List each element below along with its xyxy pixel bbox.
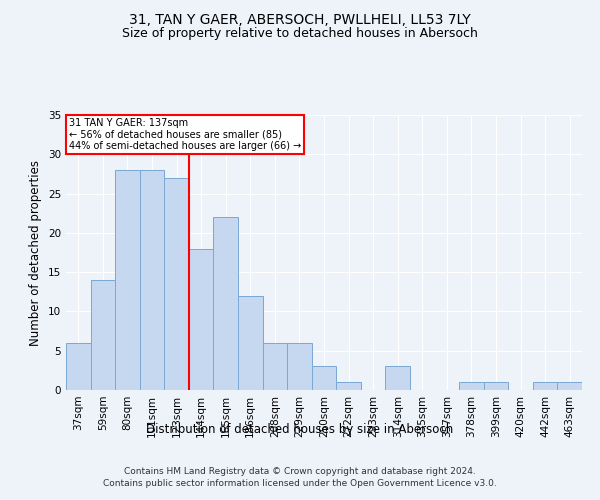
Bar <box>164 178 189 390</box>
Bar <box>214 217 238 390</box>
Text: Contains HM Land Registry data © Crown copyright and database right 2024.
Contai: Contains HM Land Registry data © Crown c… <box>103 468 497 488</box>
Bar <box>484 382 508 390</box>
Text: Size of property relative to detached houses in Abersoch: Size of property relative to detached ho… <box>122 28 478 40</box>
Bar <box>459 382 484 390</box>
Bar <box>385 366 410 390</box>
Bar <box>533 382 557 390</box>
Bar <box>312 366 336 390</box>
Bar <box>557 382 582 390</box>
Bar <box>189 248 214 390</box>
Bar <box>336 382 361 390</box>
Text: 31, TAN Y GAER, ABERSOCH, PWLLHELI, LL53 7LY: 31, TAN Y GAER, ABERSOCH, PWLLHELI, LL53… <box>129 12 471 26</box>
Text: 31 TAN Y GAER: 137sqm
← 56% of detached houses are smaller (85)
44% of semi-deta: 31 TAN Y GAER: 137sqm ← 56% of detached … <box>68 118 301 151</box>
Bar <box>287 343 312 390</box>
Bar <box>115 170 140 390</box>
Bar <box>66 343 91 390</box>
Text: Distribution of detached houses by size in Abersoch: Distribution of detached houses by size … <box>146 422 454 436</box>
Bar <box>91 280 115 390</box>
Bar <box>140 170 164 390</box>
Bar <box>263 343 287 390</box>
Bar <box>238 296 263 390</box>
Y-axis label: Number of detached properties: Number of detached properties <box>29 160 43 346</box>
